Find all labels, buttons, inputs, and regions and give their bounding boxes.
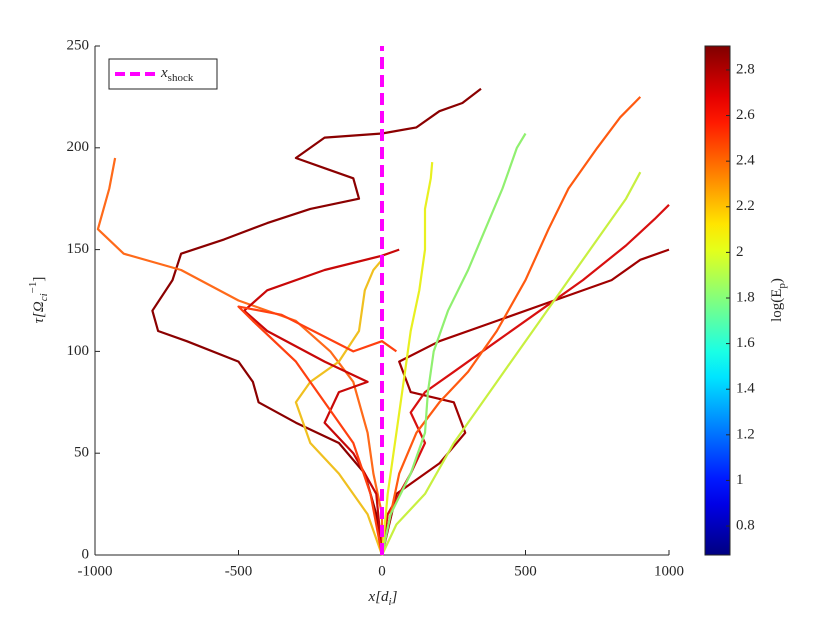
cb-label-end: ) [769, 278, 785, 283]
trajectory [381, 171, 642, 556]
y-tick-label: 100 [67, 343, 90, 359]
colorbar-tick-label: 2.6 [736, 107, 755, 123]
colorbar-tick-label: 1.2 [736, 426, 755, 442]
colorbar-tick-label: 2.4 [736, 153, 755, 169]
trajectory [237, 305, 398, 556]
cb-label-base: log(E [769, 289, 785, 322]
y-tick-label: 0 [82, 546, 90, 562]
colorbar-label: log(Ep) [769, 278, 787, 322]
trajectory [243, 248, 400, 556]
colorbar-tick-label: 1 [736, 472, 744, 488]
y-tick-label: 200 [67, 139, 90, 155]
colorbar-tick-label: 2 [736, 244, 744, 260]
x-tick-label: -1000 [78, 563, 113, 579]
y-label-sub: ci [38, 293, 50, 301]
colorbar-tick-label: 2.2 [736, 198, 755, 214]
x-tick-label: 0 [378, 563, 386, 579]
y-axis-label: τ[Ωci−1] [27, 277, 50, 324]
legend: xshock [108, 58, 218, 90]
x-tick-label: -500 [225, 563, 253, 579]
colorbar-tick-label: 0.8 [736, 517, 755, 533]
x-axis-label: x[di] [368, 589, 398, 607]
y-tick-label: 150 [67, 241, 90, 257]
legend-label: xshock [160, 65, 194, 83]
trajectory [380, 96, 642, 556]
trajectory [380, 248, 670, 556]
y-tick-label: 50 [74, 445, 89, 461]
trajectory [380, 132, 527, 556]
colorbar-tick-label: 1.6 [736, 335, 755, 351]
x-label-base: x[d [368, 589, 389, 605]
y-tick-label: 250 [67, 37, 90, 53]
y-label-base: τ[Ω [31, 301, 47, 323]
y-label-end: ] [31, 277, 47, 282]
trajectory [380, 204, 670, 556]
trajectory [294, 259, 384, 556]
legend-base: x [160, 65, 168, 81]
colorbar [704, 45, 731, 556]
legend-box [108, 58, 218, 90]
colorbar-tick-label: 1.8 [736, 289, 755, 305]
colorbar-tick-label: 1.4 [736, 381, 755, 397]
y-label-sup: −1 [27, 282, 39, 294]
cb-label-sub: p [776, 283, 788, 289]
legend-sub: shock [168, 72, 194, 84]
trajectory [380, 162, 434, 556]
trajectory [151, 87, 482, 556]
colorbar-tick-label: 2.8 [736, 61, 755, 77]
x-label-sub: i [389, 596, 392, 608]
x-tick-label: 500 [514, 563, 537, 579]
trajectory [96, 157, 384, 555]
x-label-end: ] [391, 589, 398, 605]
x-tick-label: 1000 [654, 563, 684, 579]
